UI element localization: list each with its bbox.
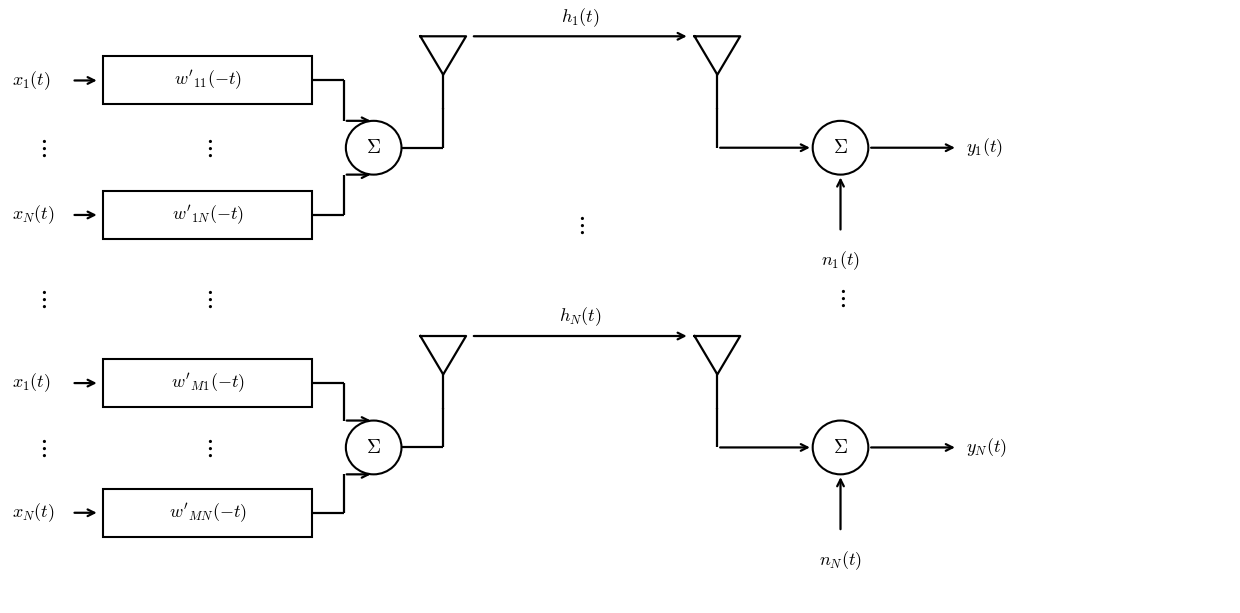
Text: $\vdots$: $\vdots$ (203, 287, 213, 311)
Circle shape (346, 421, 402, 474)
Text: $\Sigma$: $\Sigma$ (833, 138, 848, 157)
Text: $w'_{MN}(-t)$: $w'_{MN}(-t)$ (169, 501, 247, 525)
Circle shape (346, 121, 402, 175)
Text: $\vdots$: $\vdots$ (203, 436, 213, 460)
Text: $w'_{M1}(-t)$: $w'_{M1}(-t)$ (171, 371, 244, 395)
Text: $n_N(t)$: $n_N(t)$ (820, 549, 862, 572)
Text: $x_1(t)$: $x_1(t)$ (12, 371, 51, 394)
Text: $\Sigma$: $\Sigma$ (833, 438, 848, 457)
Text: $h_N(t)$: $h_N(t)$ (559, 306, 601, 329)
FancyBboxPatch shape (103, 489, 312, 537)
Text: $x_1(t)$: $x_1(t)$ (12, 69, 51, 92)
Text: $\vdots$: $\vdots$ (575, 213, 585, 237)
Text: $\vdots$: $\vdots$ (37, 436, 47, 460)
Text: $\vdots$: $\vdots$ (836, 286, 846, 310)
Text: $\vdots$: $\vdots$ (203, 135, 213, 160)
Text: $y_1(t)$: $y_1(t)$ (966, 136, 1003, 159)
Text: $x_N(t)$: $x_N(t)$ (12, 501, 55, 524)
Text: $\Sigma$: $\Sigma$ (366, 438, 381, 457)
FancyBboxPatch shape (103, 191, 312, 239)
Text: $w'_{11}(-t)$: $w'_{11}(-t)$ (174, 69, 242, 92)
Text: $x_N(t)$: $x_N(t)$ (12, 204, 55, 226)
Text: $\vdots$: $\vdots$ (37, 135, 47, 160)
Circle shape (812, 121, 868, 175)
Text: $n_1(t)$: $n_1(t)$ (821, 249, 861, 272)
FancyBboxPatch shape (103, 359, 312, 407)
FancyBboxPatch shape (103, 56, 312, 104)
Text: $y_N(t)$: $y_N(t)$ (966, 436, 1007, 459)
Circle shape (812, 421, 868, 474)
Text: $\Sigma$: $\Sigma$ (366, 138, 381, 157)
Text: $h_1(t)$: $h_1(t)$ (560, 6, 600, 29)
Text: $\vdots$: $\vdots$ (37, 287, 47, 311)
Text: $w'_{1N}(-t)$: $w'_{1N}(-t)$ (172, 203, 244, 227)
